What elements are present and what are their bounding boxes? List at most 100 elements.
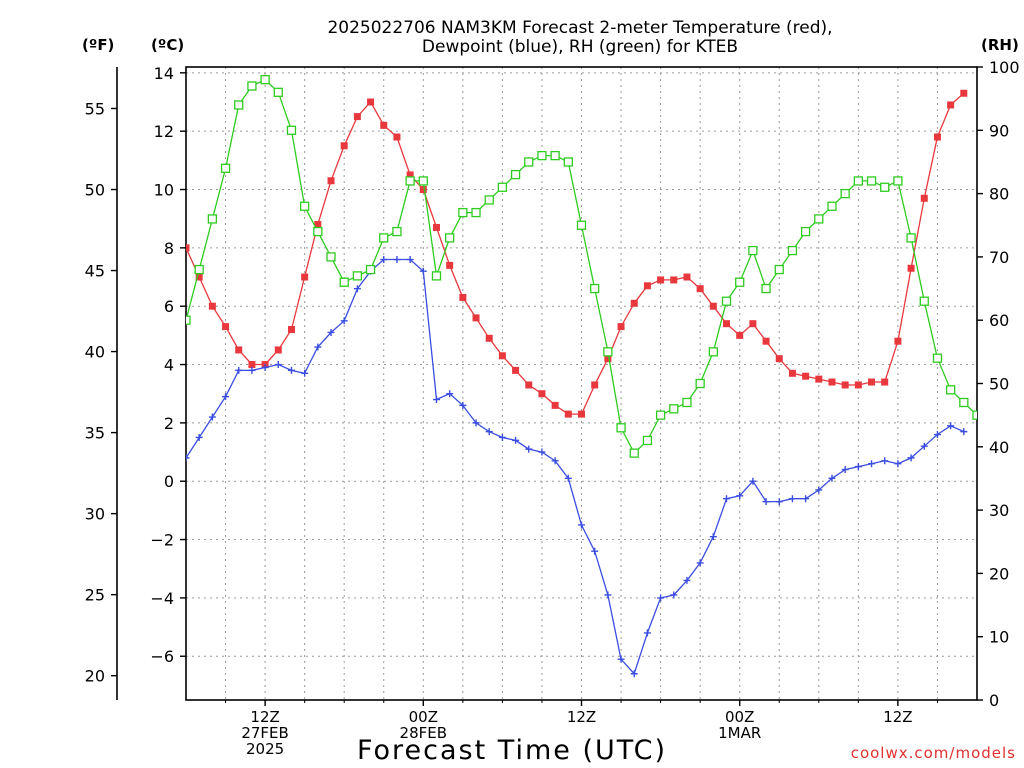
data-point [696,559,704,567]
data-point [314,221,322,229]
data-point [186,454,190,462]
rh-tick-label: 100 [989,58,1020,77]
data-point [352,271,363,281]
data-point [972,410,977,420]
data-point [617,655,625,663]
rh-tick-label: 90 [989,121,1009,140]
credit-text: coolwx.com/models [850,744,1016,762]
data-point [906,233,916,243]
data-point [682,397,692,408]
data-point [576,220,587,230]
data-point [762,337,770,345]
data-point [222,323,230,331]
data-point [208,413,216,421]
data-point [696,285,704,293]
data-point [512,366,520,374]
celsius-tick-label: 4 [164,356,174,375]
x-tick-label: 00Z [725,708,754,726]
data-point [802,495,810,503]
data-point [932,353,943,363]
data-point [828,378,836,386]
data-point [959,397,969,408]
data-point [723,320,731,328]
data-point [379,233,389,243]
data-point [301,369,309,377]
fahrenheit-unit-label: (ºF) [82,36,115,54]
data-point [392,226,402,237]
data-point [881,378,889,386]
data-point [380,121,388,129]
data-point [736,492,744,500]
fahrenheit-tick-label: 35 [85,424,105,443]
data-point [274,361,282,369]
data-point [827,201,837,211]
data-point [723,495,731,503]
celsius-tick-label: −2 [150,531,174,550]
data-point [564,410,572,418]
fahrenheit-tick-label: 30 [85,505,105,524]
data-point [775,498,783,506]
data-point [800,226,811,237]
rh-tick-label: 20 [989,564,1009,583]
data-point [945,385,956,395]
fahrenheit-tick-label: 45 [85,262,105,281]
data-point [920,194,928,202]
data-point [419,267,427,275]
axes: −6−4−20246810121420253035404550550102030… [85,58,1020,758]
data-point [630,670,638,678]
data-point [591,547,599,555]
x-axis-label: Forecast Time (UTC) [357,735,667,766]
data-point [432,396,440,404]
data-point [222,393,230,401]
data-point [406,171,414,179]
celsius-tick-label: 14 [154,64,174,83]
rh-tick-label: 30 [989,501,1009,520]
data-point [551,401,559,409]
x-tick-label: 00Z [409,708,438,726]
data-point [670,276,678,284]
data-point [629,448,639,458]
data-point [538,390,546,398]
data-point [340,317,348,325]
data-point [919,296,929,306]
data-point [406,256,414,264]
data-point [472,314,480,322]
data-point [854,381,862,389]
data-point [195,433,203,441]
data-point [459,293,467,301]
rh-tick-label: 40 [989,438,1009,457]
data-point [894,460,902,468]
data-point [287,326,295,334]
data-point [235,366,243,374]
series-line [186,92,965,415]
data-point [484,195,494,205]
data-point [186,244,190,252]
chart-title-line-1: 2025022706 NAM3KM Forecast 2-meter Tempe… [327,18,833,38]
data-point [299,201,310,211]
data-point [260,75,270,85]
data-point [446,261,454,269]
data-point [195,273,203,281]
data-point [617,323,625,331]
celsius-unit-label: (ºC) [151,36,185,54]
data-point [604,591,612,599]
data-point [840,188,850,199]
data-point [603,347,613,357]
data-point [261,363,269,371]
data-point [578,410,585,418]
data-point [432,223,440,231]
data-point [774,264,784,275]
data-point [538,448,546,456]
x-tick-label: 27FEB [241,724,288,742]
data-point [642,435,653,446]
data-point [604,355,612,363]
data-point [749,477,757,485]
rh-tick-label: 0 [989,691,999,710]
x-tick-label: 28FEB [400,724,447,742]
data-point [564,474,572,482]
fahrenheit-tick-label: 50 [85,181,105,200]
data-point [471,207,481,218]
data-point [367,98,375,106]
data-point [405,176,415,186]
data-point [748,245,758,256]
